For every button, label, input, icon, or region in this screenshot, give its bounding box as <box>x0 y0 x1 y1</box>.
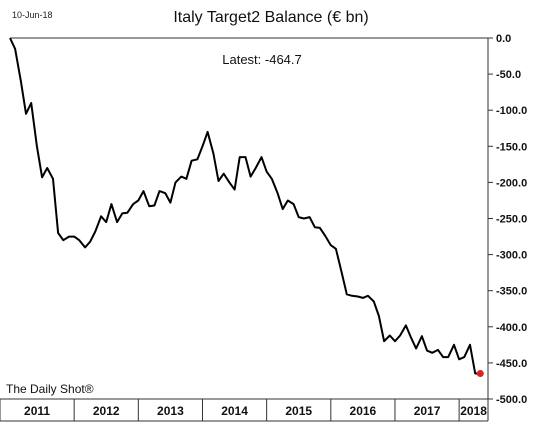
y-tick-label: -300.0 <box>496 250 527 262</box>
x-tick-label: 2011 <box>24 404 50 418</box>
y-tick-label: -500.0 <box>496 394 527 406</box>
axes <box>10 37 489 399</box>
x-tick-label: 2016 <box>350 404 377 418</box>
y-tick-label: -400.0 <box>496 322 527 334</box>
chart-date: 10-Jun-18 <box>12 10 53 20</box>
y-tick-label: -100.0 <box>496 105 527 117</box>
x-tick-label: 2017 <box>414 404 441 418</box>
x-tick-label: 2014 <box>221 404 248 418</box>
latest-annotation: Latest: -464.7 <box>222 52 302 67</box>
y-tick-label: -200.0 <box>496 177 527 189</box>
y-tick-label: -50.0 <box>496 69 521 81</box>
series-line <box>9 37 481 375</box>
y-axis-ticks: 0.0 -50.0 -100.0 -150.0 -200.0 -250.0 -300.0 -3… <box>488 33 527 406</box>
y-tick-label: -350.0 <box>496 286 527 298</box>
y-tick-label: -150.0 <box>496 141 527 153</box>
annotation-box <box>178 41 343 76</box>
y-tick-label: 0.0 <box>496 33 511 45</box>
y-tick-label: -450.0 <box>496 358 527 370</box>
x-tick-label: 2013 <box>157 404 184 418</box>
latest-point <box>476 370 484 378</box>
x-tick-label: 2018 <box>460 404 487 418</box>
x-tick-label: 2012 <box>93 404 120 418</box>
chart-title: Italy Target2 Balance (€ bn) <box>173 9 368 26</box>
y-tick-label: -250.0 <box>496 214 527 226</box>
x-tick-label: 2015 <box>285 404 312 418</box>
x-axis: 2011 2012 2013 2014 2015 2016 2017 2018 <box>0 398 489 422</box>
credit-label: The Daily Shot® <box>6 382 94 396</box>
